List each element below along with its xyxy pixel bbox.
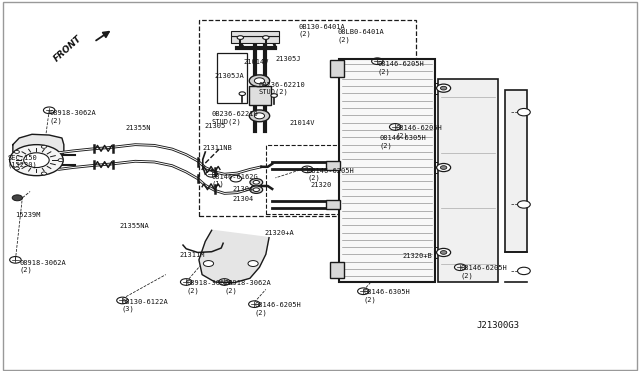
Text: 08146-6305H
(2): 08146-6305H (2) [380, 135, 426, 148]
Text: 21304: 21304 [233, 196, 254, 202]
Text: 21305: 21305 [204, 123, 225, 129]
Circle shape [436, 84, 451, 92]
Text: 08146-6205H
(2): 08146-6205H (2) [307, 167, 354, 181]
Bar [266, 145, 358, 214]
Text: J21300G3: J21300G3 [476, 321, 519, 330]
Text: 08918-3062A
(2): 08918-3062A (2) [225, 280, 271, 294]
Circle shape [518, 109, 531, 116]
Text: 21355NA: 21355NA [119, 223, 149, 229]
Circle shape [12, 195, 22, 201]
Circle shape [262, 36, 269, 39]
Circle shape [271, 94, 277, 97]
Text: 15239M: 15239M [15, 212, 41, 218]
Circle shape [58, 159, 63, 161]
Text: 21305J: 21305J [275, 56, 301, 62]
Circle shape [249, 75, 269, 87]
Circle shape [253, 180, 259, 184]
Text: 08146-6205H
(2): 08146-6205H (2) [254, 302, 301, 316]
Text: FRONT: FRONT [52, 34, 84, 64]
Text: 0B236-62210
STUD(2): 0B236-62210 STUD(2) [212, 111, 259, 125]
Bar [326, 161, 340, 170]
Circle shape [518, 201, 531, 208]
Text: 21320+B: 21320+B [403, 253, 433, 259]
Circle shape [249, 110, 269, 122]
Text: 08LB0-6401A
(2): 08LB0-6401A (2) [338, 29, 385, 42]
Text: 08146-6162G
(1): 08146-6162G (1) [212, 174, 259, 187]
Circle shape [237, 36, 244, 39]
Text: 08918-3062A
(2): 08918-3062A (2) [49, 110, 96, 124]
Bar [217, 53, 247, 103]
Text: 21355N: 21355N [125, 125, 151, 131]
Circle shape [14, 167, 19, 170]
Circle shape [253, 188, 259, 192]
Text: 08146-6205H
(2): 08146-6205H (2) [378, 61, 424, 75]
Text: 21311M: 21311M [180, 253, 205, 259]
Bar [231, 36, 278, 43]
Text: 08146-6205H
(2): 08146-6205H (2) [460, 265, 507, 279]
Text: 08130-6122A
(3): 08130-6122A (3) [121, 299, 168, 312]
Text: 21320+A: 21320+A [264, 230, 294, 236]
Circle shape [440, 86, 447, 90]
Polygon shape [13, 134, 64, 158]
Bar [438, 79, 499, 282]
Circle shape [10, 145, 63, 176]
Text: 21014V: 21014V [244, 59, 269, 65]
Text: 08918-3062A
(2): 08918-3062A (2) [186, 280, 233, 294]
Circle shape [24, 153, 49, 167]
Circle shape [436, 248, 451, 257]
Bar [339, 59, 435, 282]
Bar [326, 200, 340, 209]
Circle shape [204, 260, 214, 266]
Circle shape [250, 179, 262, 186]
Bar [199, 20, 415, 215]
Text: 08918-3062A
(2): 08918-3062A (2) [19, 260, 66, 273]
Text: 08146-6205H
(2): 08146-6205H (2) [395, 125, 442, 139]
Circle shape [250, 186, 262, 193]
Circle shape [254, 78, 264, 84]
Text: 0B130-6401A
(2): 0B130-6401A (2) [298, 23, 345, 37]
Bar [248, 86, 271, 105]
Text: 21320: 21320 [310, 182, 332, 188]
Circle shape [440, 251, 447, 254]
Polygon shape [199, 230, 269, 283]
Circle shape [248, 260, 258, 266]
Circle shape [254, 113, 264, 119]
Text: 21305JA: 21305JA [215, 73, 244, 79]
Bar [231, 31, 278, 36]
Text: 08146-6305H
(2): 08146-6305H (2) [364, 289, 410, 303]
Text: SEC.150
(15230): SEC.150 (15230) [8, 155, 38, 168]
Text: 21014V: 21014V [289, 119, 315, 125]
Circle shape [42, 172, 47, 175]
Circle shape [14, 150, 19, 153]
Circle shape [436, 163, 451, 171]
Text: 21304: 21304 [233, 186, 254, 192]
Bar [330, 61, 344, 77]
Text: 21311NB: 21311NB [202, 145, 232, 151]
Circle shape [239, 92, 246, 96]
Text: 0B236-62210
STUD(2): 0B236-62210 STUD(2) [258, 82, 305, 95]
Circle shape [518, 267, 531, 275]
Bar [505, 90, 527, 253]
Circle shape [440, 166, 447, 169]
Bar [330, 262, 344, 278]
Circle shape [42, 145, 47, 148]
